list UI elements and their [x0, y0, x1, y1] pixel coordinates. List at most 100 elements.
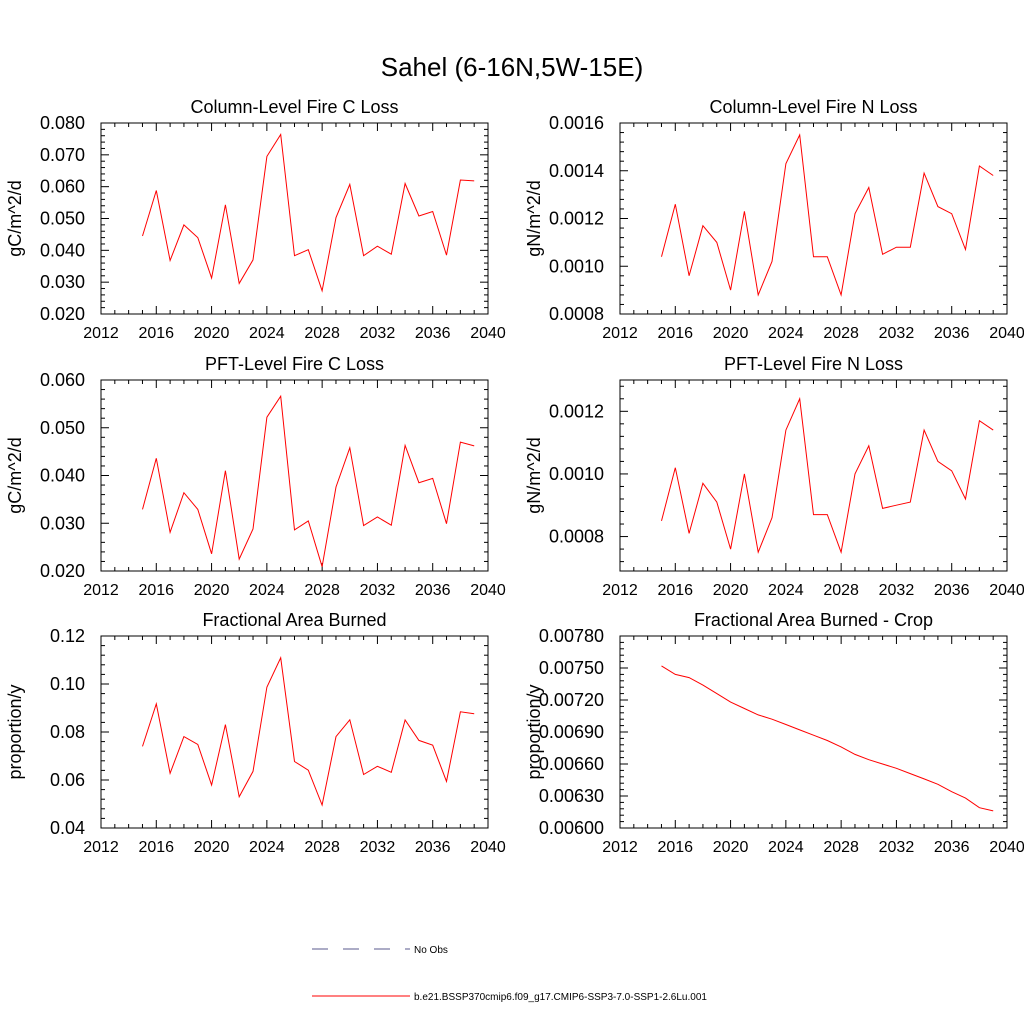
x-tick-label: 2040: [470, 325, 506, 342]
x-tick-label: 2024: [249, 582, 285, 599]
y-tick-label: 0.030: [40, 513, 85, 533]
panel-title: PFT-Level Fire C Loss: [205, 354, 384, 374]
y-tick-label: 0.060: [40, 177, 85, 197]
panel-1: 2012 2016 2020 2024 2028 2032 2036 2040 0.020 0.0…: [5, 97, 506, 342]
x-tick-label: 2032: [879, 839, 915, 856]
x-tick-label: 2040: [470, 582, 506, 599]
x-tick-label: 2016: [657, 582, 693, 599]
x-tick-label: 2020: [194, 582, 230, 599]
x-tick-label: 2036: [415, 582, 451, 599]
x-tick-label: 2016: [138, 839, 174, 856]
y-tick-label: 0.00750: [539, 658, 604, 678]
x-tick-label: 2028: [823, 839, 859, 856]
x-tick-label: 2020: [713, 325, 749, 342]
plot-frame: [100, 122, 489, 315]
panel-3: 2012 2016 2020 2024 2028 2032 2036 2040 0.020 0.0…: [5, 354, 506, 599]
legend: No Obs b.e21.BSSP370cmip6.f09_g17.CMIP6-S…: [312, 945, 707, 1003]
y-tick-label: 0.0012: [549, 209, 604, 229]
x-tick-label: 2032: [360, 325, 396, 342]
x-tick-label: 2024: [768, 582, 804, 599]
plot-frame: [100, 635, 489, 829]
x-tick-label: 2028: [304, 839, 340, 856]
x-tick-label: 2020: [713, 582, 749, 599]
y-tick-label: 0.070: [40, 145, 85, 165]
x-tick-label: 2024: [768, 839, 804, 856]
y-tick-label: 0.0008: [549, 304, 604, 324]
x-tick-label: 2012: [602, 325, 638, 342]
series-line: [142, 656, 475, 807]
x-tick-label: 2020: [713, 839, 749, 856]
panel-title: Column-Level Fire N Loss: [709, 97, 917, 117]
y-axis-label: gC/m^2/d: [5, 437, 25, 513]
y-tick-label: 0.020: [40, 304, 85, 324]
x-tick-label: 2016: [138, 325, 174, 342]
y-tick-label: 0.10: [50, 674, 85, 694]
legend-label: No Obs: [414, 945, 448, 956]
series-line: [661, 665, 994, 812]
y-tick-label: 0.0010: [549, 464, 604, 484]
y-tick-label: 0.00720: [539, 690, 604, 710]
panel-2: 2012 2016 2020 2024 2028 2032 2036 2040 0.0008 0.…: [524, 97, 1024, 342]
x-tick-label: 2036: [415, 839, 451, 856]
y-tick-label: 0.020: [40, 561, 85, 581]
y-axis-label: gC/m^2/d: [5, 180, 25, 256]
y-tick-label: 0.04: [50, 818, 85, 838]
panel-title: PFT-Level Fire N Loss: [724, 354, 903, 374]
legend-label: b.e21.BSSP370cmip6.f09_g17.CMIP6-SSP3-7.…: [414, 992, 707, 1003]
x-tick-label: 2032: [879, 325, 915, 342]
y-axis-label: proportion/y: [5, 684, 25, 779]
y-tick-label: 0.050: [40, 418, 85, 438]
y-tick-label: 0.0008: [549, 527, 604, 547]
x-tick-label: 2016: [138, 582, 174, 599]
y-tick-label: 0.030: [40, 272, 85, 292]
x-tick-label: 2040: [989, 325, 1024, 342]
y-tick-label: 0.12: [50, 626, 85, 646]
y-tick-label: 0.06: [50, 770, 85, 790]
x-tick-label: 2036: [934, 582, 970, 599]
panel-5: 2012 2016 2020 2024 2028 2032 2036 2040 0.04 0.06…: [5, 610, 506, 856]
y-tick-label: 0.00600: [539, 818, 604, 838]
x-tick-label: 2024: [768, 325, 804, 342]
y-tick-label: 0.050: [40, 209, 85, 229]
x-tick-label: 2024: [249, 325, 285, 342]
y-tick-label: 0.0012: [549, 401, 604, 421]
x-tick-label: 2036: [934, 325, 970, 342]
x-tick-label: 2012: [602, 839, 638, 856]
y-tick-label: 0.0016: [549, 113, 604, 133]
x-tick-label: 2032: [879, 582, 915, 599]
x-tick-label: 2024: [249, 839, 285, 856]
panel-title: Fractional Area Burned - Crop: [694, 610, 933, 630]
y-tick-label: 0.040: [40, 240, 85, 260]
y-tick-label: 0.080: [40, 113, 85, 133]
y-axis-label: gN/m^2/d: [524, 437, 544, 513]
x-tick-label: 2028: [304, 325, 340, 342]
y-tick-label: 0.00690: [539, 722, 604, 742]
x-tick-label: 2036: [934, 839, 970, 856]
y-tick-label: 0.00630: [539, 786, 604, 806]
x-tick-label: 2040: [989, 582, 1024, 599]
series-line: [661, 396, 994, 555]
x-tick-label: 2016: [657, 325, 693, 342]
y-axis-label: proportion/y: [524, 684, 544, 779]
x-tick-label: 2016: [657, 839, 693, 856]
x-tick-label: 2036: [415, 325, 451, 342]
x-tick-label: 2032: [360, 839, 396, 856]
x-tick-label: 2020: [194, 325, 230, 342]
x-tick-label: 2012: [83, 325, 119, 342]
series-line: [142, 394, 475, 567]
panel-6: 2012 2016 2020 2024 2028 2032 2036 2040 0.00600 0…: [524, 610, 1024, 856]
y-tick-label: 0.0010: [549, 256, 604, 276]
plot-frame: [619, 379, 1008, 572]
x-tick-label: 2028: [304, 582, 340, 599]
figure-title: Sahel (6-16N,5W-15E): [381, 52, 644, 82]
series-line: [142, 133, 475, 293]
y-tick-label: 0.08: [50, 722, 85, 742]
y-tick-label: 0.0014: [549, 161, 604, 181]
x-tick-label: 2028: [823, 325, 859, 342]
x-tick-label: 2012: [602, 582, 638, 599]
panel-4: 2012 2016 2020 2024 2028 2032 2036 2040 0.0008 0.…: [524, 354, 1024, 599]
x-tick-label: 2040: [470, 839, 506, 856]
y-axis-label: gN/m^2/d: [524, 180, 544, 256]
panel-title: Column-Level Fire C Loss: [190, 97, 398, 117]
x-tick-label: 2020: [194, 839, 230, 856]
